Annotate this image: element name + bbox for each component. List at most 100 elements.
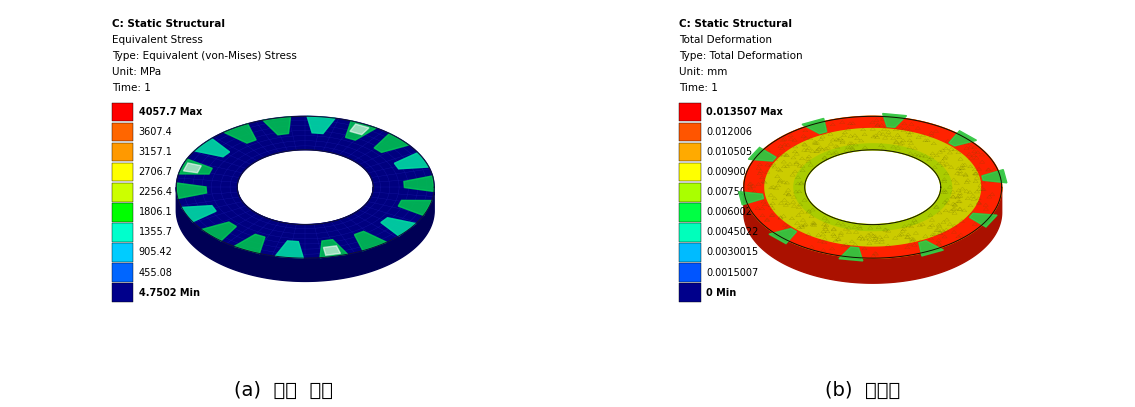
Polygon shape [770, 228, 797, 244]
Polygon shape [969, 213, 997, 227]
Polygon shape [743, 116, 1002, 258]
Bar [112, 103, 133, 121]
Polygon shape [381, 218, 415, 236]
Polygon shape [739, 192, 764, 205]
Polygon shape [177, 183, 207, 199]
Bar [112, 183, 133, 201]
Polygon shape [743, 187, 1002, 283]
Polygon shape [350, 124, 369, 135]
Polygon shape [381, 218, 415, 236]
Polygon shape [839, 247, 863, 261]
Polygon shape [237, 187, 373, 248]
Polygon shape [234, 234, 264, 254]
Text: 0.012006: 0.012006 [706, 127, 753, 137]
Polygon shape [234, 234, 264, 254]
Polygon shape [375, 133, 409, 152]
Bar [680, 123, 700, 141]
Polygon shape [320, 240, 347, 258]
Text: C: Static Structural: C: Static Structural [680, 19, 792, 29]
Polygon shape [949, 131, 976, 146]
Bar [112, 223, 133, 242]
Bar [112, 163, 133, 182]
Polygon shape [743, 116, 1002, 258]
Polygon shape [375, 133, 409, 152]
Polygon shape [748, 147, 776, 161]
Polygon shape [949, 131, 976, 146]
Polygon shape [394, 153, 429, 169]
Text: 2706.7: 2706.7 [138, 167, 173, 177]
Polygon shape [176, 187, 435, 281]
Polygon shape [176, 116, 435, 258]
Text: 0.0090044: 0.0090044 [706, 167, 758, 177]
Polygon shape [404, 176, 434, 191]
Polygon shape [919, 241, 943, 256]
Polygon shape [263, 117, 291, 135]
Text: Total Deformation: Total Deformation [680, 35, 772, 45]
Polygon shape [394, 153, 429, 169]
Polygon shape [969, 213, 997, 227]
Polygon shape [748, 147, 776, 161]
Polygon shape [323, 246, 340, 255]
Text: 0.0015007: 0.0015007 [706, 267, 758, 278]
Polygon shape [398, 200, 432, 215]
Bar [680, 203, 700, 221]
Bar [112, 203, 133, 221]
Polygon shape [839, 247, 863, 261]
Polygon shape [194, 138, 229, 157]
Text: Equivalent Stress: Equivalent Stress [112, 35, 203, 45]
Text: 0.0060029: 0.0060029 [706, 208, 758, 217]
Bar [680, 243, 700, 262]
Text: 0 Min: 0 Min [706, 288, 737, 298]
Polygon shape [308, 116, 335, 133]
Polygon shape [345, 121, 377, 140]
Polygon shape [224, 124, 257, 143]
Polygon shape [276, 241, 303, 258]
Text: Unit: mm: Unit: mm [680, 67, 728, 77]
Text: 2256.4: 2256.4 [138, 187, 173, 197]
Polygon shape [182, 206, 216, 222]
Polygon shape [178, 159, 212, 174]
Text: 1355.7: 1355.7 [138, 228, 173, 237]
Polygon shape [194, 138, 229, 157]
Polygon shape [354, 231, 387, 251]
Polygon shape [308, 116, 335, 133]
Polygon shape [739, 192, 764, 205]
Polygon shape [883, 114, 907, 127]
Bar [680, 163, 700, 182]
Bar [112, 283, 133, 302]
Bar [112, 123, 133, 141]
Polygon shape [883, 114, 907, 127]
Polygon shape [354, 231, 387, 251]
Text: 4.7502 Min: 4.7502 Min [138, 288, 200, 298]
Text: 3607.4: 3607.4 [138, 127, 173, 137]
Polygon shape [794, 144, 951, 230]
Text: 455.08: 455.08 [138, 267, 173, 278]
Polygon shape [982, 170, 1007, 183]
Polygon shape [345, 121, 377, 140]
Bar [112, 243, 133, 262]
Polygon shape [919, 241, 943, 256]
Polygon shape [802, 118, 826, 133]
Polygon shape [224, 124, 257, 143]
Polygon shape [202, 222, 236, 241]
Text: 905.42: 905.42 [138, 247, 173, 258]
Text: (b)  변형항: (b) 변형항 [825, 381, 900, 400]
Bar [680, 103, 700, 121]
Bar [680, 183, 700, 201]
Text: Time: 1: Time: 1 [112, 83, 151, 93]
Polygon shape [770, 228, 797, 244]
Text: 0.0045022: 0.0045022 [706, 228, 758, 237]
Bar [112, 143, 133, 162]
Text: Time: 1: Time: 1 [680, 83, 718, 93]
Bar [680, 143, 700, 162]
Text: Type: Total Deformation: Type: Total Deformation [680, 51, 802, 61]
Text: 3157.1: 3157.1 [138, 147, 173, 157]
Bar [680, 283, 700, 302]
Text: 0.0030015: 0.0030015 [706, 247, 758, 258]
Text: 0.010505: 0.010505 [706, 147, 753, 157]
Text: 0.013507 Max: 0.013507 Max [706, 107, 783, 117]
Text: 0.0075036: 0.0075036 [706, 187, 758, 197]
Polygon shape [177, 183, 207, 199]
Text: Type: Equivalent (von-Mises) Stress: Type: Equivalent (von-Mises) Stress [112, 51, 296, 61]
Polygon shape [398, 200, 432, 215]
